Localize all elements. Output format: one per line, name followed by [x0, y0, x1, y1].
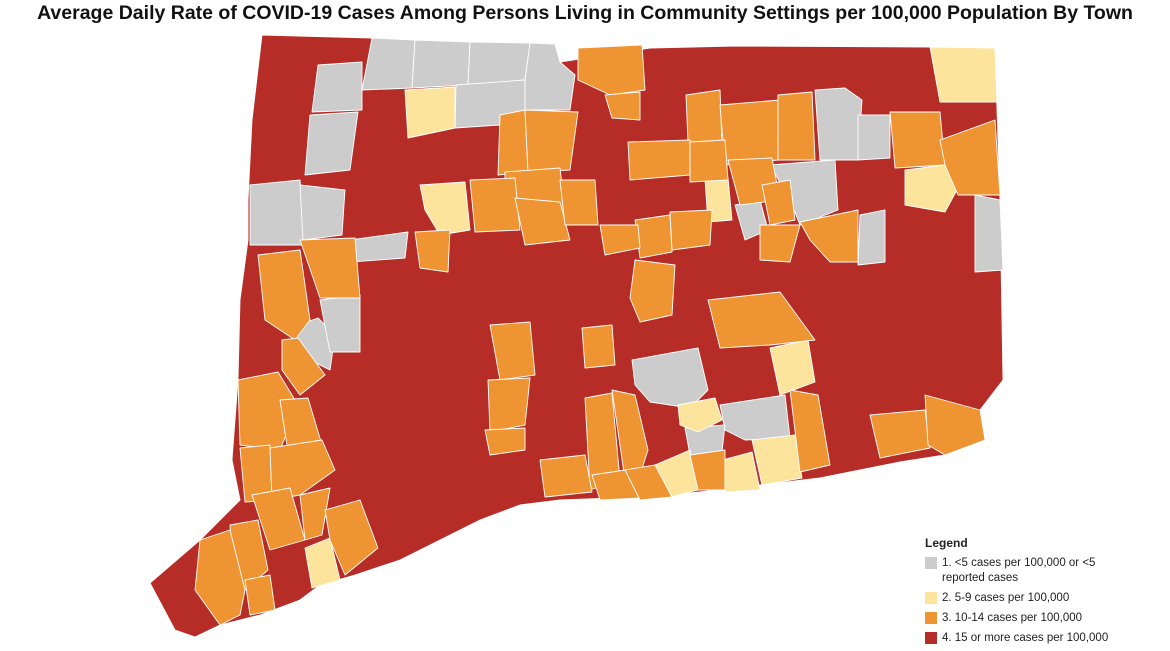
town: [324, 499, 379, 576]
town: [404, 86, 456, 139]
legend-item-category-3: 3. 10-14 cases per 100,000: [925, 611, 1165, 626]
legend-label: 2. 5-9 cases per 100,000: [942, 592, 1070, 604]
legend-swatch: [925, 592, 937, 604]
town: [469, 177, 521, 233]
category-1-towns: [249, 37, 1004, 456]
town: [769, 339, 816, 396]
town: [304, 537, 341, 589]
town: [627, 139, 691, 181]
legend-title: Legend: [925, 536, 968, 550]
town: [304, 111, 359, 176]
town: [761, 179, 796, 226]
town: [281, 337, 326, 396]
legend-item-category-2: 2. 5-9 cases per 100,000: [925, 591, 1165, 606]
legend-label: 4. 15 or more cases per 100,000: [942, 632, 1109, 644]
town: [539, 454, 593, 498]
town: [869, 409, 931, 459]
town: [581, 324, 616, 369]
category-2-towns: [304, 46, 998, 589]
town: [497, 109, 529, 176]
legend-swatch: [925, 612, 937, 624]
town: [467, 41, 531, 86]
town: [419, 181, 471, 236]
town: [974, 194, 1004, 273]
town: [685, 89, 723, 146]
town: [489, 321, 536, 381]
town: [194, 529, 246, 626]
town: [611, 389, 649, 481]
town: [624, 464, 673, 501]
town: [524, 42, 576, 111]
town: [814, 87, 863, 161]
town: [487, 377, 531, 433]
town: [414, 229, 451, 273]
town: [577, 44, 646, 96]
town: [604, 91, 641, 121]
legend-swatch: [925, 632, 937, 644]
town: [411, 39, 471, 89]
legend-label: 1. <5 cases per 100,000 or <5 reported c…: [942, 557, 1096, 584]
town: [799, 209, 859, 263]
town: [789, 389, 831, 473]
town: [299, 184, 346, 241]
town: [514, 197, 571, 246]
town: [924, 394, 986, 456]
town: [524, 109, 579, 173]
legend-item-category-1: 1. <5 cases per 100,000 or <5 reported c…: [925, 556, 1165, 586]
town: [669, 209, 713, 251]
legend-label: 3. 10-14 cases per 100,000: [942, 612, 1083, 624]
town: [299, 237, 361, 299]
map-title: Average Daily Rate of COVID-19 Cases Amo…: [37, 2, 1133, 24]
town: [244, 574, 276, 616]
category-3-towns: [194, 44, 1001, 626]
town: [751, 434, 803, 486]
town: [889, 111, 946, 169]
town: [857, 209, 886, 266]
legend-item-category-4: 4. 15 or more cases per 100,000: [925, 631, 1165, 646]
town: [759, 224, 801, 263]
town: [677, 397, 723, 433]
town: [857, 114, 891, 161]
town: [629, 259, 676, 323]
town: [299, 487, 331, 541]
town: [634, 214, 673, 259]
town: [777, 91, 816, 161]
town: [599, 224, 641, 256]
town: [249, 179, 306, 246]
town: [484, 427, 526, 456]
legend-swatch: [925, 557, 937, 569]
town: [257, 249, 311, 341]
town: [929, 46, 998, 103]
town: [689, 139, 729, 183]
town: [719, 99, 781, 166]
legend: Legend 1. <5 cases per 100,000 or <5 rep…: [925, 536, 1165, 651]
town: [707, 291, 816, 349]
town: [311, 61, 363, 113]
town: [689, 449, 726, 491]
town: [939, 119, 1001, 196]
town: [559, 179, 599, 226]
